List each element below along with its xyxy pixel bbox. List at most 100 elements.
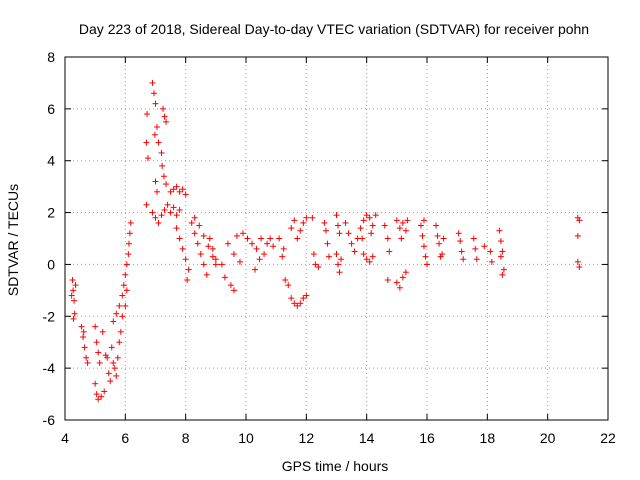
x-tick-label: 4 [61, 430, 69, 446]
data-point [98, 393, 105, 400]
data-point [574, 258, 581, 265]
data-point [360, 217, 367, 224]
data-point [402, 227, 409, 234]
data-point [161, 113, 168, 120]
y-tick-label: 0 [47, 256, 55, 272]
data-point [282, 276, 289, 283]
data-point [487, 248, 494, 255]
data-point [152, 214, 159, 221]
data-point [173, 225, 180, 232]
data-point [351, 248, 358, 255]
data-point [230, 251, 237, 258]
data-point [404, 217, 411, 224]
data-point [396, 284, 403, 291]
data-point [182, 256, 189, 263]
data-point [312, 261, 319, 268]
data-point [297, 300, 304, 307]
data-point [95, 396, 102, 403]
data-point [472, 245, 479, 252]
data-point [497, 253, 504, 260]
y-tick-label: -4 [43, 360, 56, 376]
data-point [152, 100, 159, 107]
data-point [99, 328, 106, 335]
data-point [154, 124, 161, 131]
data-point [114, 354, 121, 361]
data-point [70, 287, 77, 294]
data-point [113, 310, 120, 317]
data-point [357, 225, 364, 232]
data-point [393, 279, 400, 286]
data-point [154, 188, 161, 195]
data-point [342, 219, 349, 226]
data-point [191, 214, 198, 221]
data-point [497, 238, 504, 245]
y-tick-label: 8 [47, 49, 55, 65]
data-points [68, 79, 583, 403]
data-point [576, 264, 583, 271]
data-point [369, 222, 376, 229]
data-point [144, 155, 151, 162]
data-point [230, 287, 237, 294]
data-point [155, 139, 162, 146]
data-point [440, 235, 447, 242]
data-point [126, 230, 133, 237]
data-point [280, 245, 287, 252]
data-point [419, 232, 426, 239]
y-axis-label: SDTVAR / TECUs [5, 184, 21, 296]
data-point [297, 227, 304, 234]
data-point [455, 230, 462, 237]
data-point [338, 256, 345, 263]
data-point [163, 118, 170, 125]
data-point [224, 240, 231, 247]
data-point [291, 300, 298, 307]
data-point [285, 282, 292, 289]
data-point [481, 243, 488, 250]
data-point [110, 359, 117, 366]
data-point [574, 232, 581, 239]
data-point [159, 162, 166, 169]
data-point [303, 292, 310, 299]
data-point [206, 235, 213, 242]
x-axis-label: GPS time / hours [282, 458, 389, 474]
data-point [119, 313, 126, 320]
data-point [72, 282, 79, 289]
data-point [123, 261, 130, 268]
data-point [369, 253, 376, 260]
data-point [80, 334, 87, 341]
data-point [107, 378, 114, 385]
data-point [309, 214, 316, 221]
data-point [359, 235, 366, 242]
data-point [256, 256, 263, 263]
data-point [125, 251, 132, 258]
data-point [176, 235, 183, 242]
data-point [209, 245, 216, 252]
data-point [384, 235, 391, 242]
plot-frame [64, 56, 609, 421]
data-point [151, 131, 158, 138]
data-point [310, 251, 317, 258]
data-point [119, 292, 126, 299]
y-tick-label: 4 [47, 153, 55, 169]
data-point [197, 251, 204, 258]
data-point [108, 344, 115, 351]
data-point [200, 232, 207, 239]
data-point [439, 251, 446, 258]
data-point [363, 256, 370, 263]
data-point [185, 266, 192, 273]
data-point [191, 230, 198, 237]
x-tick-label: 12 [299, 430, 315, 446]
data-point [179, 245, 186, 252]
data-point [500, 266, 507, 273]
data-point [249, 240, 256, 247]
y-tick-label: -6 [43, 412, 56, 428]
x-tick-label: 22 [600, 430, 616, 446]
y-tick-label: 6 [47, 101, 55, 117]
data-point [291, 217, 298, 224]
data-point [160, 105, 167, 112]
data-point [236, 258, 243, 265]
data-point [96, 359, 103, 366]
data-point [321, 219, 328, 226]
data-point [336, 230, 343, 237]
data-point [368, 230, 375, 237]
